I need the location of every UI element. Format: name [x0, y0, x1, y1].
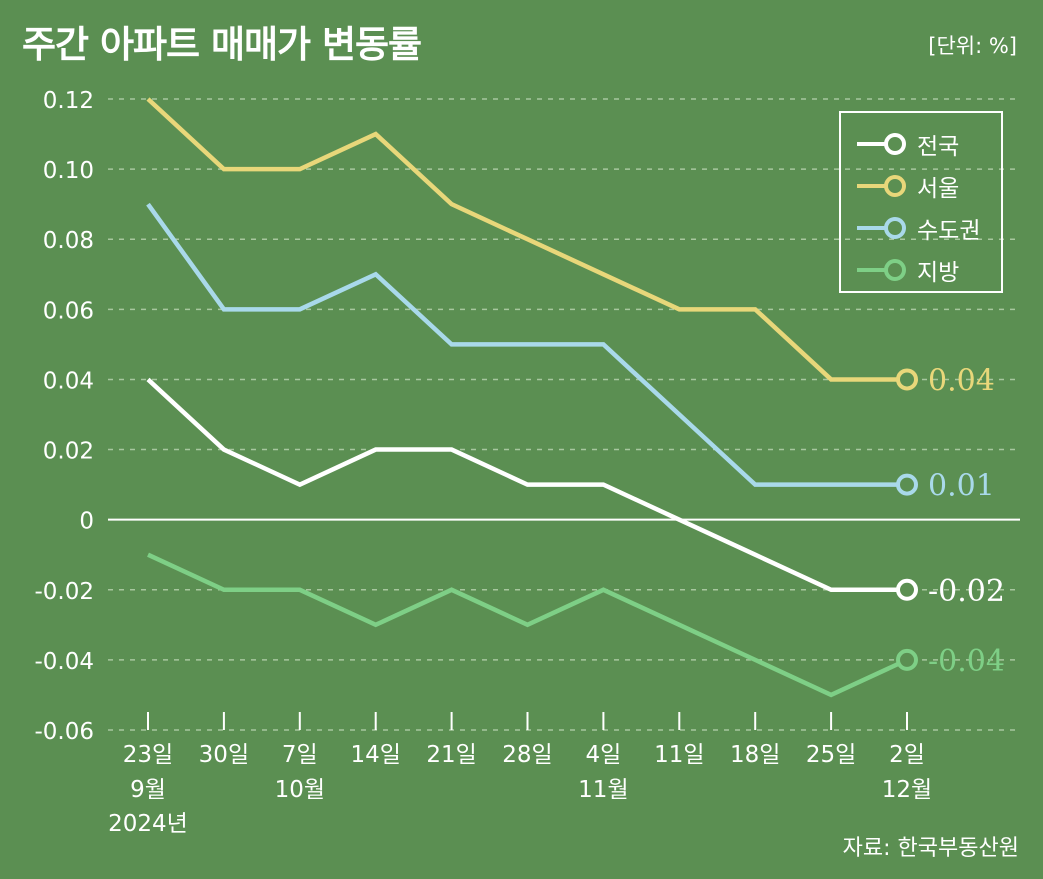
x-tick-sublabel: 12월	[882, 777, 932, 803]
legend-item-nationwide: 전국	[853, 129, 960, 160]
legend-swatch-seoul	[857, 175, 906, 197]
y-tick-label: -0.04	[34, 649, 94, 675]
y-tick-label: 0.04	[43, 368, 94, 394]
end-marker-nationwide	[896, 578, 918, 601]
legend-swatch-regional	[857, 259, 906, 281]
x-tick-label: 18일	[730, 742, 780, 768]
x-tick-label: 30일	[199, 742, 249, 768]
y-tick-label: 0.12	[43, 88, 94, 114]
end-label-nationwide: -0.02	[928, 574, 1005, 609]
end-marker-seoul	[896, 368, 918, 391]
series-line-seoul	[146, 97, 907, 382]
x-tick-label: 4일	[586, 742, 622, 768]
x-tick-label: 14일	[350, 742, 400, 768]
y-tick-label: -0.06	[34, 719, 94, 745]
end-marker-capital	[896, 473, 918, 496]
legend-item-seoul: 서울	[853, 171, 960, 202]
x-tick-label: 11일	[654, 742, 704, 768]
unit-label: [단위: %]	[928, 34, 1017, 58]
x-tick-label: 25일	[806, 742, 856, 768]
x-tick-sublabel: 10월	[275, 777, 325, 803]
x-tick-label: 7일	[282, 742, 318, 768]
y-tick-label: 0.02	[43, 439, 94, 465]
legend-swatch-nationwide	[857, 133, 906, 155]
x-tick-sublabel: 2024년	[108, 811, 188, 837]
legend-label-nationwide: 전국	[917, 134, 960, 160]
y-tick-label: 0.10	[43, 158, 94, 184]
legend-swatch-capital	[857, 217, 906, 239]
series-line-nationwide	[146, 377, 907, 593]
x-tick-sublabel: 9월	[130, 777, 166, 803]
legend: 전국 서울 수도권 지방	[839, 111, 1003, 293]
x-tick-sublabel: 11월	[578, 777, 628, 803]
legend-label-capital: 수도권	[917, 218, 981, 244]
end-marker-regional	[896, 648, 918, 671]
legend-label-regional: 지방	[917, 260, 960, 286]
y-tick-label: -0.02	[34, 579, 94, 605]
end-label-regional: -0.04	[928, 644, 1005, 679]
legend-item-capital: 수도권	[853, 213, 981, 244]
end-label-seoul: 0.04	[928, 363, 995, 398]
chart-title: 주간 아파트 매매가 변동률	[22, 23, 422, 66]
x-tick-label: 2일	[889, 742, 925, 768]
x-tick-label: 23일	[123, 742, 173, 768]
series-line-regional	[147, 552, 908, 698]
series-line-capital	[146, 202, 907, 487]
legend-item-regional: 지방	[853, 255, 960, 286]
legend-label-seoul: 서울	[917, 176, 960, 202]
end-label-capital: 0.01	[928, 469, 995, 504]
y-tick-label: 0.06	[43, 298, 94, 324]
x-tick-label: 28일	[502, 742, 552, 768]
y-tick-label: 0	[79, 509, 94, 535]
x-tick-label: 21일	[426, 742, 476, 768]
y-tick-label: 0.08	[43, 228, 94, 254]
source-label: 자료: 한국부동산원	[842, 836, 1019, 861]
